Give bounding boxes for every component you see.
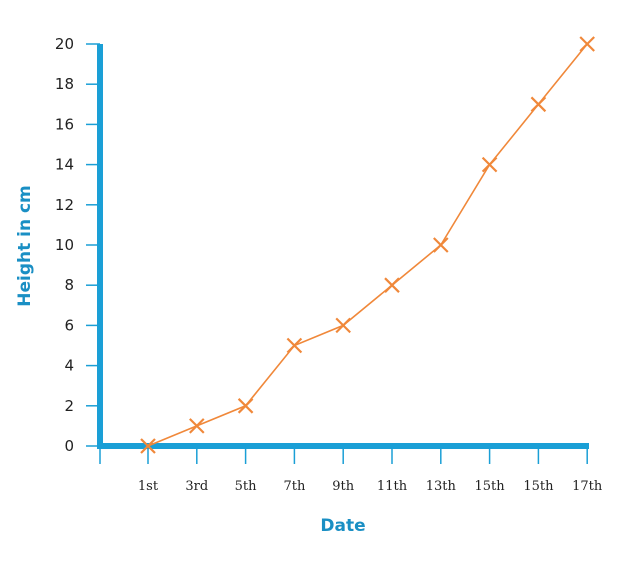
data-point-stroke [481,156,498,173]
series-height [140,36,595,454]
data-point [335,317,351,334]
data-point [140,438,156,454]
x-tick-label: 13th [426,479,457,494]
data-point [189,418,205,434]
x-tick-label: 3rd [185,479,208,494]
x-tick-label: 15th [523,479,554,494]
data-point-stroke [140,438,156,454]
data-point-stroke [579,36,595,52]
x-axis-ticks: 1st 3rd 5th 7th 9th 11th 13th 15th 15th 17th [99,446,603,494]
y-tick-label: 6 [64,316,74,334]
x-tick-label: 9th [332,479,354,494]
y-tick-label: 12 [55,196,74,214]
y-tick-label: 8 [64,276,74,294]
x-tick-label: 5th [235,479,257,494]
data-point-stroke [384,277,400,293]
x-axis-title: Date [320,516,365,536]
data-point-stroke [189,418,205,434]
data-point [579,36,595,52]
data-point [530,96,547,113]
data-point-stroke [237,398,254,414]
y-tick-label: 4 [64,357,74,375]
data-point [433,237,449,253]
data-point-stroke [433,237,449,253]
data-point [481,156,498,173]
x-tick-label: 11th [377,479,408,494]
x-tick-label: 7th [283,479,305,494]
x-tick-label: 15th [475,479,506,494]
y-tick-label: 2 [64,397,74,415]
data-point [384,277,400,293]
y-axis-title: Height in cm [15,185,35,307]
y-tick-label: 18 [55,75,74,93]
series-line [147,43,588,447]
y-tick-label: 0 [64,437,74,455]
y-tick-label: 10 [55,236,74,254]
y-tick-label: 20 [55,35,74,53]
y-tick-label: 16 [55,115,74,133]
x-tick-label: 1st [138,479,159,494]
data-point-stroke [530,96,547,113]
data-point [286,337,303,354]
y-axis-ticks: 0 2 4 6 8 10 12 14 16 18 20 [55,35,100,455]
data-point-stroke [286,337,303,354]
data-point [237,398,254,414]
data-point-stroke [335,317,351,334]
y-tick-label: 14 [55,156,74,174]
x-tick-label: 17th [572,479,603,494]
